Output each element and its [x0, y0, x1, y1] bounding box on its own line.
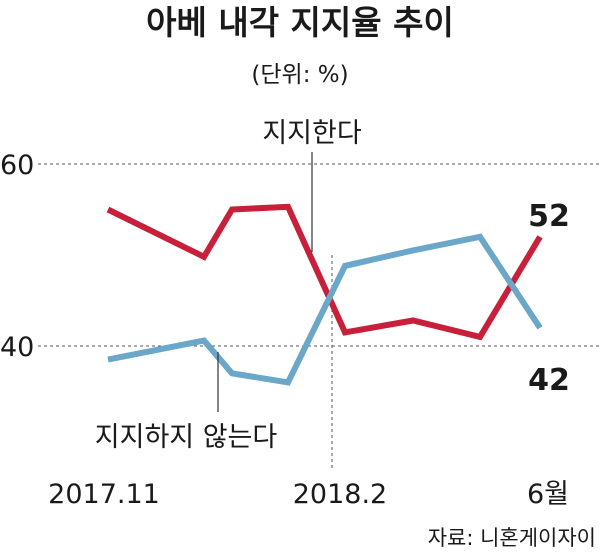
end-label-support: 52 [528, 199, 570, 234]
series-label-support: 지지한다 [262, 118, 362, 149]
x-tick-2017-11: 2017.11 [48, 479, 160, 510]
y-tick-60: 60 [0, 150, 34, 181]
source-note: 자료: 니혼게이자이 [428, 526, 596, 550]
chart-subtitle: (단위: %) [251, 62, 348, 88]
chart-title: 아베 내각 지지율 추이 [146, 3, 454, 42]
x-tick-2018-2: 2018.2 [293, 479, 387, 510]
series-layer [106, 203, 543, 386]
y-tick-40: 40 [0, 332, 34, 363]
end-label-oppose: 42 [528, 363, 570, 398]
series-label-oppose: 지지하지 않는다 [95, 422, 278, 453]
series-line-oppose [107, 233, 543, 386]
x-tick-june: 6월 [527, 479, 569, 510]
series-line-support [106, 203, 543, 341]
